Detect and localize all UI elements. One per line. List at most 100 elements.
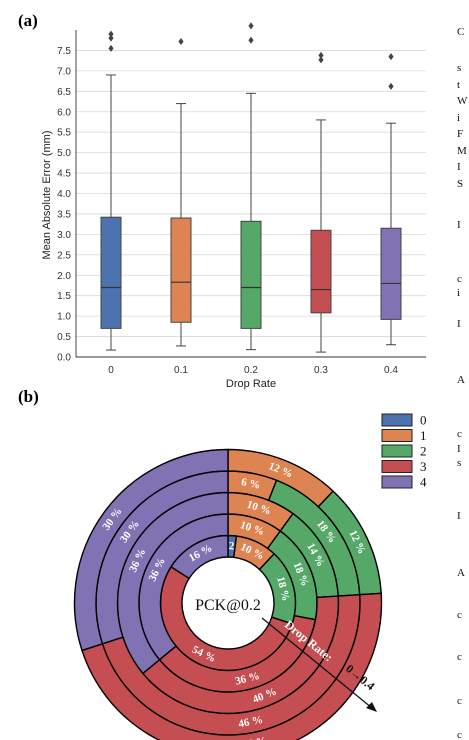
box-iqr bbox=[380, 227, 402, 320]
side-text-fragment: i bbox=[457, 287, 460, 299]
y-tick-label: 0.0 bbox=[57, 353, 71, 364]
side-text-fragment: I bbox=[457, 219, 461, 231]
y-tick-label: 1.5 bbox=[57, 291, 71, 302]
donut-slice-label: 2 bbox=[228, 540, 235, 552]
drop-rate-arrow bbox=[261, 617, 377, 712]
side-text-fragment: M bbox=[457, 145, 467, 157]
box-0 bbox=[100, 30, 122, 351]
x-tick-label: 0.2 bbox=[244, 365, 258, 376]
legend-label: 0 bbox=[420, 413, 427, 428]
legend-label: 2 bbox=[420, 444, 427, 459]
legend-label: 3 bbox=[420, 459, 427, 474]
y-tick-label: 6.5 bbox=[57, 87, 71, 98]
ring-drop-rate-0.3 bbox=[95, 470, 361, 736]
ring-drop-rate-0.1 bbox=[138, 513, 318, 693]
y-tick-label: 6.0 bbox=[57, 107, 71, 118]
y-tick-label: 3.0 bbox=[57, 230, 71, 241]
outlier-point bbox=[318, 51, 324, 59]
donut-slice-label: 46 % bbox=[237, 714, 264, 730]
y-tick-label: 1.0 bbox=[57, 312, 71, 323]
outlier-point bbox=[248, 36, 254, 44]
legend-label: 4 bbox=[420, 475, 427, 490]
y-axis-ticks: 0.0 0.5 1.0 1.5 2.0 2.5 3.0 3.5 4.0 4.5 5.0 5.5 6.0 6… bbox=[57, 46, 71, 364]
donut-slice-label: 6 % bbox=[240, 476, 261, 491]
x-axis-label: Drop Rate bbox=[226, 378, 276, 390]
x-tick-label: 0.3 bbox=[314, 365, 328, 376]
box-0.3 bbox=[310, 51, 332, 353]
x-tick-label: 0 bbox=[108, 365, 114, 376]
box-0.4 bbox=[380, 53, 402, 346]
side-text-fragment: I bbox=[457, 161, 461, 173]
outlier-point bbox=[108, 30, 114, 38]
side-text-fragment: c bbox=[457, 428, 462, 440]
legend-swatch bbox=[381, 475, 413, 489]
box-series bbox=[100, 22, 402, 353]
side-text-fragment: W bbox=[457, 95, 468, 107]
legend-swatch bbox=[381, 413, 413, 427]
box-plot: 0.0 0.5 1.0 1.5 2.0 2.5 3.0 3.5 4.0 4.5 5.0 5.5 6.0 6… bbox=[41, 22, 426, 390]
y-axis-label: Mean Absolute Error (mm) bbox=[41, 131, 53, 260]
side-text-fragment: C bbox=[457, 26, 464, 38]
donut-slice-label: 18 % bbox=[274, 575, 292, 602]
donut-slice bbox=[73, 448, 229, 652]
legend-label: 1 bbox=[420, 428, 427, 443]
ring-drop-rate-0.2 bbox=[116, 491, 340, 715]
legend-swatch bbox=[381, 429, 413, 442]
y-tick-label: 5.0 bbox=[57, 148, 71, 159]
outlier-point bbox=[108, 44, 114, 52]
side-text-fragment: s bbox=[457, 62, 461, 74]
side-text-fragment: F bbox=[457, 128, 463, 140]
box-iqr bbox=[310, 229, 332, 314]
y-tick-label: 2.0 bbox=[57, 271, 71, 282]
side-text-fragment: I bbox=[457, 443, 461, 455]
y-tick-label: 2.5 bbox=[57, 250, 71, 261]
side-text-fragment: c bbox=[457, 651, 462, 663]
side-text-fragment: t bbox=[457, 79, 460, 91]
donut-center-label: PCK@0.2 bbox=[195, 597, 261, 614]
y-tick-label: 4.0 bbox=[57, 189, 71, 200]
side-text-fragment: c bbox=[457, 609, 462, 621]
box-iqr bbox=[170, 217, 192, 323]
box-0.1 bbox=[170, 37, 192, 347]
side-text-fragment: c bbox=[457, 729, 462, 740]
side-text-fragment: I bbox=[457, 318, 461, 330]
y-tick-label: 4.5 bbox=[57, 169, 71, 180]
legend-swatch bbox=[381, 444, 413, 458]
outlier-point bbox=[108, 34, 114, 42]
box-0.2 bbox=[240, 22, 262, 351]
outlier-point bbox=[388, 53, 394, 61]
y-tick-label: 5.5 bbox=[57, 128, 71, 139]
y-tick-label: 7.0 bbox=[57, 66, 71, 77]
side-text-fragment: S bbox=[457, 178, 463, 190]
side-text-fragment: s bbox=[457, 457, 461, 469]
x-tick-label: 0.1 bbox=[174, 365, 188, 376]
outlier-point bbox=[388, 82, 394, 90]
side-text-fragment: A bbox=[457, 374, 465, 386]
outlier-point bbox=[178, 37, 184, 45]
outlier-point bbox=[248, 22, 254, 30]
box-iqr bbox=[240, 220, 262, 329]
box-iqr bbox=[100, 216, 122, 329]
donut-slice-label: 36 % bbox=[234, 670, 261, 688]
side-text-fragment: I bbox=[457, 510, 461, 522]
ring-drop-rate-0.4 bbox=[73, 448, 383, 740]
side-text-fragment: A bbox=[457, 567, 465, 579]
y-tick-label: 3.5 bbox=[57, 209, 71, 220]
legend-swatch bbox=[381, 460, 413, 473]
y-tick-label: 7.5 bbox=[57, 46, 71, 57]
side-text-fragment: c bbox=[457, 273, 462, 285]
donut-slice-label: 46 % bbox=[241, 735, 268, 740]
side-text-fragment: i bbox=[457, 112, 460, 124]
outlier-point bbox=[318, 56, 324, 64]
panel-a-label: (a) bbox=[18, 11, 38, 30]
x-tick-label: 0.4 bbox=[384, 365, 398, 376]
y-tick-label: 0.5 bbox=[57, 332, 71, 343]
side-text-fragment: c bbox=[457, 695, 462, 707]
panel-b-label: (b) bbox=[18, 387, 39, 406]
x-axis-ticks: 0 0.1 0.2 0.3 0.4 bbox=[108, 365, 398, 376]
nested-donut-chart: 2 10 %18 %54 %16 %10 %18 %36 %36 %10 %14 … bbox=[73, 413, 427, 740]
donut-rings bbox=[73, 448, 383, 740]
